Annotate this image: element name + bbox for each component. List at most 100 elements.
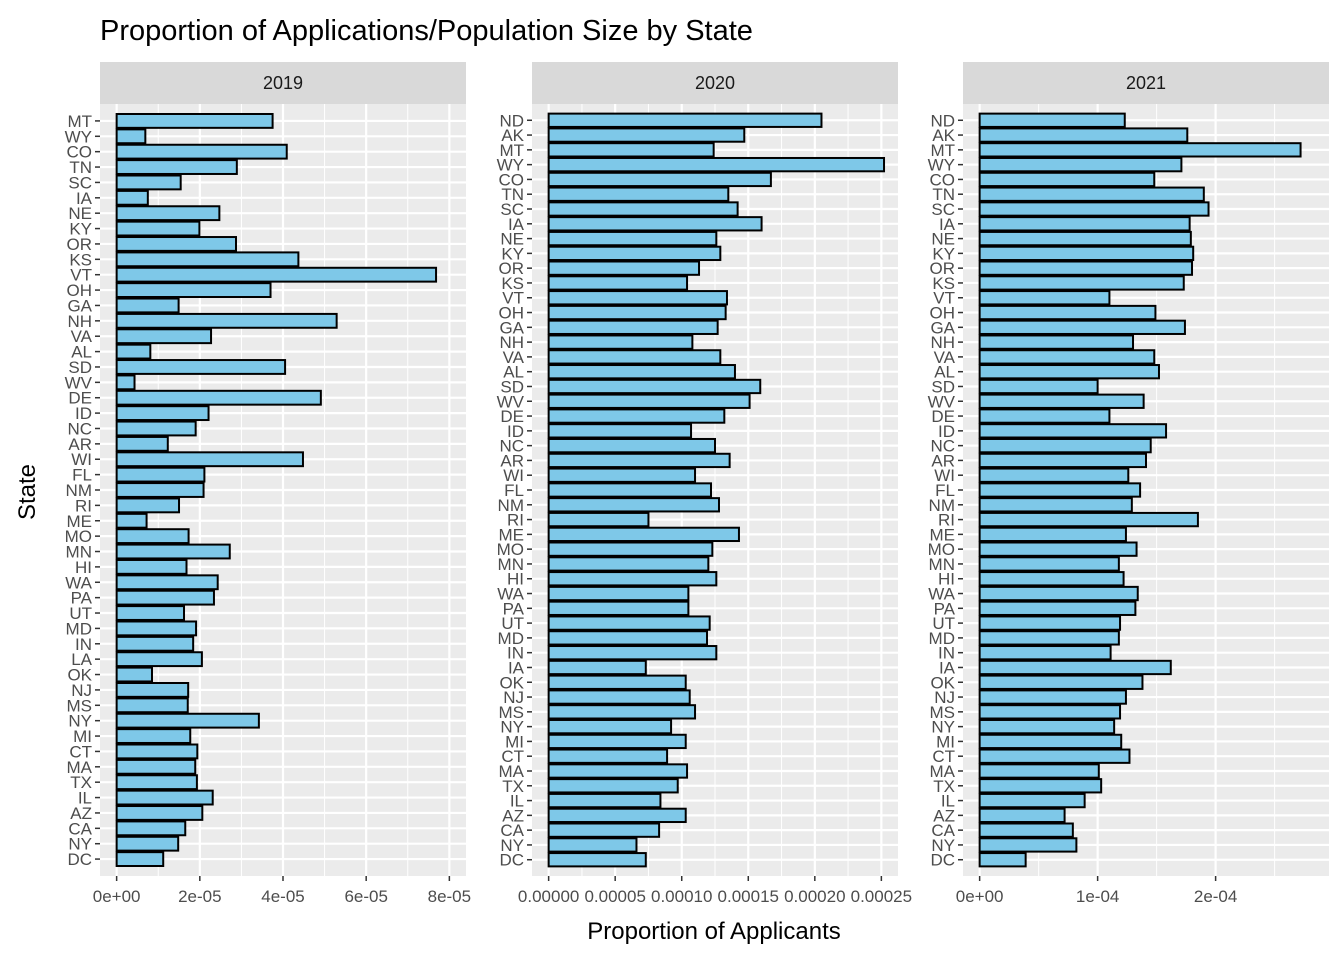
bar-hi-2019 xyxy=(115,558,188,575)
bar-nd-2021 xyxy=(978,112,1126,128)
bar-me-2019 xyxy=(115,512,148,529)
chart-title: Proportion of Applications/Population Si… xyxy=(100,15,753,47)
bar-dc-2020 xyxy=(547,852,647,868)
bar-ma-2021 xyxy=(978,763,1100,779)
y-tick-label: MD xyxy=(498,629,524,648)
y-tick-label: AZ xyxy=(933,806,955,825)
y-tick-label: IN xyxy=(938,644,955,663)
x-tick-label: 0.00020 xyxy=(784,887,845,906)
bar-wi-2020 xyxy=(547,467,697,483)
y-tick-label: VT xyxy=(933,289,955,308)
bar-ut-2021 xyxy=(978,615,1122,631)
bar-ga-2019 xyxy=(115,297,180,314)
bar-ky-2021 xyxy=(978,245,1195,262)
bar-ok-2019 xyxy=(115,666,153,683)
y-tick-label: AR xyxy=(931,451,955,470)
bar-ut-2020 xyxy=(547,615,711,631)
y-tick-label: OH xyxy=(930,304,956,323)
y-tick-label: DE xyxy=(931,407,955,426)
bar-nc-2021 xyxy=(978,437,1152,454)
y-tick-label: ME xyxy=(67,512,93,531)
y-tick-label: NY xyxy=(500,718,524,737)
y-tick-label: WI xyxy=(71,450,92,469)
y-tick-label: OH xyxy=(499,304,525,323)
bar-mi-2021 xyxy=(978,733,1123,750)
bar-ri-2021 xyxy=(978,511,1199,528)
y-tick-label: CO xyxy=(67,143,93,162)
bar-de-2019 xyxy=(115,389,322,406)
y-tick-label: UT xyxy=(69,604,92,623)
y-tick-label: KY xyxy=(69,220,92,239)
y-tick-label: ND xyxy=(499,111,524,130)
y-tick-label: MT xyxy=(499,141,524,160)
x-tick-label: 4e-05 xyxy=(261,887,304,906)
y-tick-label: MI xyxy=(73,727,92,746)
x-tick-label: 0.00015 xyxy=(718,887,779,906)
y-tick-label: GA xyxy=(499,318,524,337)
bar-ma-2019 xyxy=(115,758,197,775)
y-tick-label: UT xyxy=(501,614,524,633)
bar-ia-2021 xyxy=(978,216,1191,232)
bar-fl-2019 xyxy=(115,466,206,483)
bar-md-2019 xyxy=(115,620,198,637)
y-tick-label: NJ xyxy=(71,681,92,700)
bar-ar-2019 xyxy=(115,435,169,452)
bar-ok-2020 xyxy=(547,674,687,690)
y-tick-label: CT xyxy=(69,742,92,761)
y-tick-label: FL xyxy=(72,466,92,485)
y-tick-label: MO xyxy=(928,540,955,559)
bar-wv-2019 xyxy=(115,374,136,391)
x-tick-label: 0.00000 xyxy=(518,887,579,906)
bar-pa-2020 xyxy=(547,600,690,616)
bar-va-2019 xyxy=(115,328,213,345)
bar-ne-2019 xyxy=(115,205,221,222)
bar-in-2019 xyxy=(115,635,195,652)
y-tick-label: MA xyxy=(930,762,956,781)
bar-il-2020 xyxy=(547,792,662,809)
bar-co-2020 xyxy=(547,171,772,188)
bar-tx-2021 xyxy=(978,778,1103,794)
bar-mn-2020 xyxy=(547,556,710,572)
bar-vt-2019 xyxy=(115,266,438,283)
y-tick-label: RI xyxy=(507,511,524,530)
bar-nh-2019 xyxy=(115,312,338,329)
y-tick-label: HI xyxy=(938,570,955,589)
bar-az-2019 xyxy=(115,805,204,821)
x-tick-label: 0.00025 xyxy=(851,887,912,906)
y-tick-label: ID xyxy=(75,404,92,423)
bar-nc-2020 xyxy=(547,437,716,454)
facet-strip-label: 2021 xyxy=(1126,73,1166,93)
bar-wa-2019 xyxy=(115,574,219,591)
bar-hi-2021 xyxy=(978,571,1125,587)
y-tick-label: TX xyxy=(933,777,955,796)
y-tick-label: IL xyxy=(78,789,92,808)
y-tick-label: TX xyxy=(502,777,524,796)
y-tick-label: GA xyxy=(930,318,955,337)
y-tick-label: AK xyxy=(932,126,955,145)
bar-sd-2019 xyxy=(115,359,287,375)
bar-hi-2020 xyxy=(547,571,718,587)
facet-2020: 2020NDAKMTWYCOTNSCIANEKYORKSVTOHGANHVAAL… xyxy=(497,62,912,906)
bar-ct-2021 xyxy=(978,748,1131,764)
y-tick-label: CO xyxy=(930,170,956,189)
bar-tn-2021 xyxy=(978,186,1205,202)
y-tick-label: WY xyxy=(928,156,955,175)
y-tick-label: AR xyxy=(68,435,92,454)
y-tick-label: VT xyxy=(502,289,524,308)
bar-va-2021 xyxy=(978,349,1156,365)
bar-wi-2019 xyxy=(115,451,304,468)
bar-ri-2019 xyxy=(115,497,181,514)
bar-in-2020 xyxy=(547,645,718,661)
bar-il-2019 xyxy=(115,789,214,806)
y-tick-label: OH xyxy=(67,281,93,300)
bar-ut-2019 xyxy=(115,605,186,621)
bar-ca-2020 xyxy=(547,822,661,838)
x-tick-label: 0e+00 xyxy=(93,887,141,906)
bar-oh-2019 xyxy=(115,282,272,298)
bar-mo-2021 xyxy=(978,541,1138,557)
y-tick-label: NC xyxy=(67,419,92,438)
y-tick-label: OR xyxy=(67,235,93,254)
y-tick-label: HI xyxy=(507,570,524,589)
x-tick-label: 0.00005 xyxy=(584,887,645,906)
